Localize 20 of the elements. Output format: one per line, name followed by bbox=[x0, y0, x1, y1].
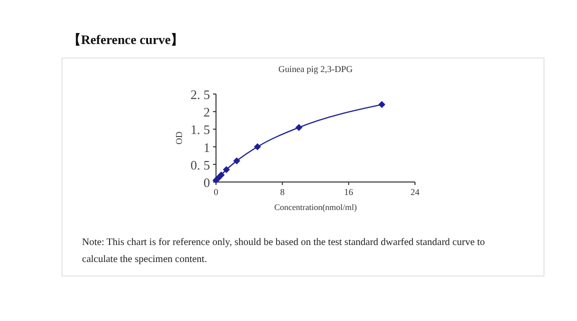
x-tick-label: 16 bbox=[344, 187, 354, 197]
chart-title: 【Reference curve】 bbox=[68, 32, 184, 47]
point bbox=[233, 157, 240, 164]
point bbox=[295, 124, 302, 131]
x-tick-label: 8 bbox=[280, 187, 286, 197]
y-tick-label: 1 bbox=[204, 140, 210, 155]
point bbox=[378, 101, 386, 108]
y-axis-title: OD bbox=[174, 131, 184, 144]
point bbox=[218, 171, 225, 178]
y-tick-label: 1. 5 bbox=[190, 122, 210, 138]
point bbox=[254, 143, 261, 150]
y-tick-label: 2 bbox=[204, 104, 210, 120]
chart-subtitle: Guinea pig 2,3-DPG bbox=[278, 64, 354, 74]
y-tick-label: 2. 5 bbox=[190, 87, 210, 102]
y-tick-label: 0. 5 bbox=[190, 157, 210, 172]
point bbox=[222, 166, 230, 174]
x-tick-label: 24 bbox=[410, 187, 420, 197]
x-axis-title: Concentration(nmol/ml) bbox=[274, 202, 357, 212]
text: Note: This chart is for reference only, should be based on the test standard dwarfed standard curve to calculate the specimen content. bbox=[82, 236, 486, 267]
x-tick-label: 0 bbox=[214, 187, 219, 197]
